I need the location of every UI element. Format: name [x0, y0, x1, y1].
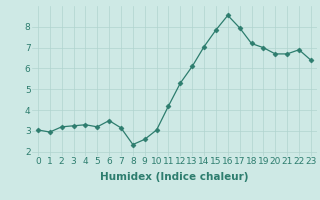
X-axis label: Humidex (Indice chaleur): Humidex (Indice chaleur)	[100, 172, 249, 182]
